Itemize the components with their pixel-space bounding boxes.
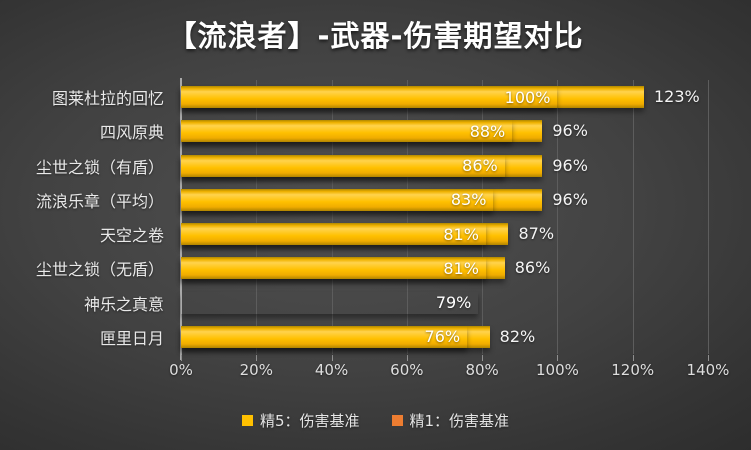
plot-area: 100% 123% 88% 96% 86% 96% 83% 96% 81% <box>180 78 709 361</box>
bar-rows: 100% 123% 88% 96% 86% 96% 83% 96% 81% <box>181 80 708 354</box>
x-axis: 0% 20% 40% 60% 80% 100% 120% 140% <box>169 361 729 381</box>
axis-tick <box>482 355 484 361</box>
bar-row: 79% <box>181 286 708 320</box>
axis-tick <box>632 355 634 361</box>
refine5-bar <box>181 154 543 177</box>
refine1-bar: 83% <box>181 189 493 211</box>
x-tick-label: 80% <box>465 361 499 379</box>
refine5-value-label: 123% <box>654 87 700 107</box>
axis-tick <box>708 355 709 361</box>
refine5-value-label: 82% <box>499 326 536 346</box>
x-tick-label: 140% <box>686 361 730 379</box>
refine1-value-label: 86% <box>462 156 498 176</box>
category-label: 神乐之真意 <box>83 294 164 314</box>
category-label: 匣里日月 <box>99 328 164 348</box>
axis-tick <box>331 355 333 361</box>
category-label: 四风原典 <box>99 123 164 143</box>
refine1-value-label: 83% <box>450 190 487 210</box>
gridline <box>331 80 333 354</box>
refine5-bar <box>181 257 505 280</box>
gridline <box>557 80 559 354</box>
chart-title: 【流浪者】-武器-伤害期望对比 <box>167 19 584 53</box>
gridline <box>256 80 258 354</box>
category-label: 尘世之锁（无盾） <box>35 260 164 280</box>
axis-tick <box>406 355 408 361</box>
legend-label: 精5：伤害基准 <box>259 412 360 430</box>
refine1-bar: 79% <box>181 292 478 314</box>
bar-row: 86% 96% <box>181 149 708 183</box>
legend-item-refine1: 精1：伤害基准 <box>391 410 510 431</box>
refine1-bar: 81% <box>181 223 486 245</box>
gridline <box>708 80 709 354</box>
legend-label: 精1：伤害基准 <box>409 412 510 430</box>
gridline <box>406 80 408 354</box>
refine5-value-label: 87% <box>518 224 555 244</box>
refine5-value-label: 96% <box>552 189 588 209</box>
refine1-value-label: 79% <box>435 293 472 313</box>
x-tick-label: 60% <box>390 361 424 379</box>
refine5-bar <box>181 120 543 143</box>
x-tick-label: 100% <box>535 361 579 379</box>
refine5-value-label: 96% <box>552 121 588 141</box>
refine5-bar <box>181 223 509 246</box>
bar-row: 100% 123% <box>181 80 708 114</box>
refine1-bar: 86% <box>181 155 505 177</box>
refine1-bar: 88% <box>181 120 512 142</box>
x-tick-label: 0% <box>169 361 193 379</box>
refine1-value-label: 76% <box>424 327 461 347</box>
refine5-value-label: 86% <box>514 258 551 278</box>
refine1-legend-swatch-icon <box>391 415 403 426</box>
bar-row: 76% 82% <box>181 320 708 354</box>
legend: 精5：伤害基准 精1：伤害基准 <box>0 410 751 431</box>
axis-tick <box>181 355 182 361</box>
refine1-value-label: 88% <box>469 121 506 141</box>
refine1-bar: 100% <box>181 86 557 108</box>
x-tick-label: 120% <box>611 361 655 379</box>
x-tick-label: 20% <box>239 361 273 379</box>
category-label: 尘世之锁（有盾） <box>35 157 164 177</box>
y-axis-line <box>180 78 182 360</box>
refine5-bar <box>181 188 543 211</box>
refine1-bar: 76% <box>181 326 467 348</box>
refine5-legend-swatch-icon <box>241 415 253 426</box>
category-label: 流浪乐章（平均） <box>35 191 164 211</box>
gridline <box>482 80 484 354</box>
refine1-value-label: 81% <box>443 258 479 278</box>
bar-row: 81% 86% <box>181 251 708 285</box>
category-label: 天空之卷 <box>99 226 164 246</box>
refine1-bar: 81% <box>181 257 486 279</box>
bar-row: 88% 96% <box>181 114 708 148</box>
refine5-bar <box>181 86 644 109</box>
refine1-value-label: 81% <box>443 224 479 244</box>
legend-item-refine5: 精5：伤害基准 <box>241 410 360 431</box>
refine1-value-label: 100% <box>504 87 551 107</box>
category-label: 图莱杜拉的回忆 <box>51 89 164 109</box>
x-tick-label: 40% <box>314 361 349 379</box>
bar-row: 83% 96% <box>181 183 708 217</box>
axis-tick <box>557 355 559 361</box>
category-axis: 图莱杜拉的回忆 四风原典 尘世之锁（有盾） 流浪乐章（平均） 天空之卷 尘世之锁… <box>0 80 173 354</box>
refine5-value-label: 96% <box>552 155 588 175</box>
refine5-bar <box>181 325 490 348</box>
bar-row: 81% 87% <box>181 217 708 251</box>
axis-tick <box>256 355 258 361</box>
gridline <box>632 80 634 354</box>
